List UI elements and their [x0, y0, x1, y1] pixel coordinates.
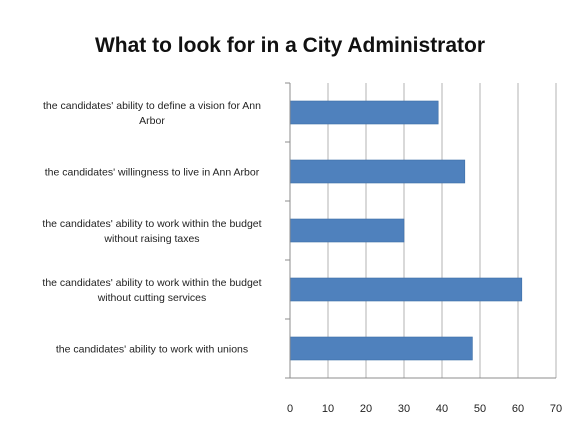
x-tick-label-50: 50 [474, 403, 486, 415]
category-label-2: the candidates' willingness to live in A… [45, 167, 260, 179]
axes [285, 82, 556, 379]
category-label-4: the candidates' ability to work within t… [42, 277, 261, 304]
bars [289, 100, 523, 361]
bar-3 [289, 218, 405, 243]
bar-4 [289, 277, 523, 302]
bar-5 [289, 336, 473, 361]
x-tick-label-0: 0 [287, 403, 293, 415]
x-axis-tick-labels: 0 10 20 30 40 50 60 70 [287, 403, 562, 415]
bar-1 [289, 100, 439, 125]
category-labels: the candidates' ability to define a visi… [42, 100, 261, 356]
category-label-5: the candidates' ability to work with uni… [56, 344, 248, 356]
x-tick-label-70: 70 [550, 403, 562, 415]
chart-title: What to look for in a City Administrator [95, 34, 485, 57]
x-tick-label-30: 30 [398, 403, 410, 415]
x-tick-label-20: 20 [360, 403, 372, 415]
bar-2 [289, 159, 466, 184]
x-tick-label-10: 10 [322, 403, 334, 415]
x-tick-label-40: 40 [436, 403, 448, 415]
category-label-3: the candidates' ability to work within t… [42, 218, 261, 245]
category-label-1: the candidates' ability to define a visi… [43, 100, 261, 127]
x-tick-label-60: 60 [512, 403, 524, 415]
